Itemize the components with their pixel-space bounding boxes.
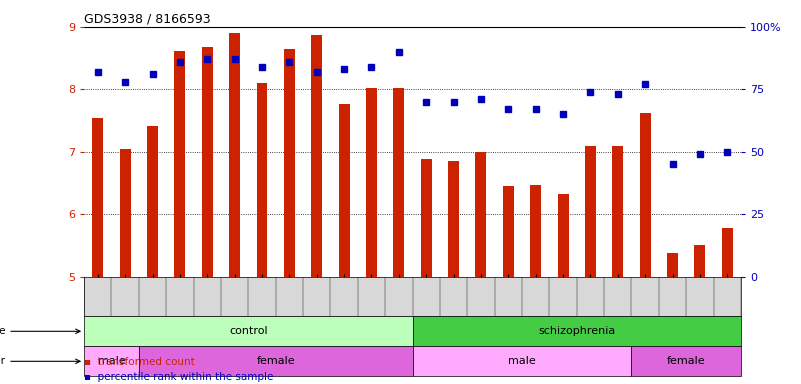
Bar [284,49,295,277]
Bar [339,104,349,277]
Bar [175,51,185,277]
Bar [393,88,405,277]
Text: ▪  transformed count: ▪ transformed count [84,357,195,367]
Bar [557,194,569,277]
Bar [202,47,213,277]
Bar [256,83,268,277]
Bar [84,316,413,346]
Bar [92,118,103,277]
Text: male: male [98,356,125,366]
Bar [448,161,459,277]
Bar [229,33,240,277]
Bar [413,346,631,376]
Bar [503,186,513,277]
Text: control: control [229,326,268,336]
Bar [312,35,322,277]
Text: ▪  percentile rank within the sample: ▪ percentile rank within the sample [84,372,273,382]
Bar [366,88,377,277]
Text: GDS3938 / 8166593: GDS3938 / 8166593 [84,13,211,26]
Bar [631,346,741,376]
Bar [147,126,158,277]
Bar [84,346,139,376]
Text: disease state: disease state [0,326,80,336]
Text: male: male [508,356,536,366]
Bar [119,149,131,277]
Bar [694,245,706,277]
Bar [640,113,650,277]
Text: schizophrenia: schizophrenia [538,326,615,336]
Bar [612,146,623,277]
Bar [476,152,486,277]
Text: female: female [256,356,295,366]
Bar [413,316,741,346]
Bar [421,159,432,277]
Text: female: female [667,356,706,366]
Bar [585,146,596,277]
Bar [139,346,413,376]
Bar [530,185,541,277]
Text: gender: gender [0,356,80,366]
Bar [667,253,678,277]
Bar [722,228,733,277]
